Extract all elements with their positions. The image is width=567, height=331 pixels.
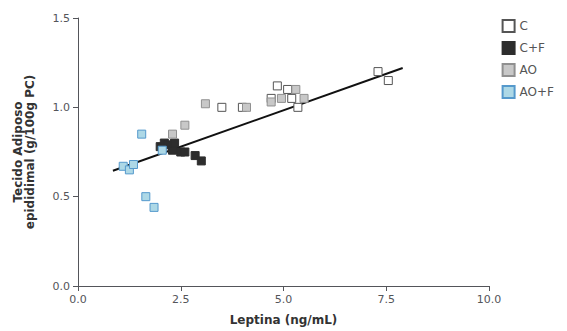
- svg-text:1.5: 1.5: [53, 12, 71, 25]
- svg-text:2.5: 2.5: [172, 293, 190, 306]
- svg-text:C: C: [520, 19, 528, 33]
- svg-text:7.5: 7.5: [378, 293, 396, 306]
- svg-text:epididimal (g/100g PC): epididimal (g/100g PC): [23, 75, 37, 230]
- svg-text:10.0: 10.0: [477, 293, 502, 306]
- svg-text:0.0: 0.0: [53, 280, 71, 293]
- svg-text:0.5: 0.5: [53, 190, 71, 203]
- svg-text:AO+F: AO+F: [520, 85, 554, 99]
- svg-text:5.0: 5.0: [275, 293, 293, 306]
- svg-text:AO: AO: [520, 63, 537, 77]
- svg-text:Tecido Adiposo: Tecido Adiposo: [11, 101, 25, 203]
- svg-text:1.0: 1.0: [53, 101, 71, 114]
- svg-text:0.0: 0.0: [69, 293, 87, 306]
- svg-text:C+F: C+F: [520, 41, 545, 55]
- svg-text:Leptina (ng/mL): Leptina (ng/mL): [230, 313, 338, 327]
